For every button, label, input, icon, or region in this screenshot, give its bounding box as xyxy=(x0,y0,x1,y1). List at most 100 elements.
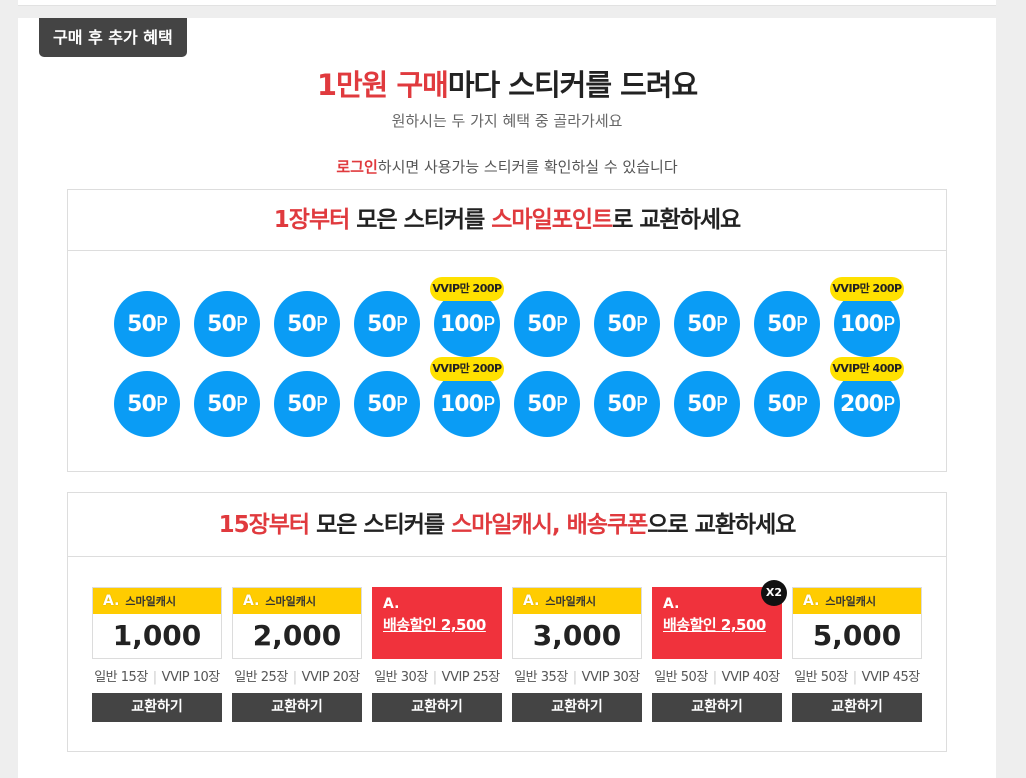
sticker-value: 50 xyxy=(367,392,397,417)
exchange-button[interactable]: 교환하기 xyxy=(512,693,642,722)
separator: | xyxy=(712,670,717,685)
shipping-discount-label: 배송할인 2,500 xyxy=(383,616,486,634)
normal-requirement: 일반 15장 xyxy=(94,670,148,685)
point-sticker[interactable]: 50P xyxy=(594,371,660,437)
point-sticker[interactable]: 100P VVIP만 200P xyxy=(830,277,904,357)
sticker-unit: P xyxy=(315,392,328,416)
sticker-unit: P xyxy=(235,392,248,416)
sticker-value: 100 xyxy=(840,312,884,337)
smile-cash-title: 15장부터 모은 스티커를 스마일캐시, 배송쿠폰으로 교환하세요 xyxy=(68,493,946,557)
point-sticker[interactable]: 50P xyxy=(354,371,420,437)
title-part: 스마일포인트 xyxy=(491,207,613,233)
sticker-unit: P xyxy=(395,392,408,416)
sticker-value: 50 xyxy=(687,392,717,417)
brand-logo-icon: A. xyxy=(663,596,680,612)
coupon-item: A. 배송할인 2,500 X2 일반 50장 | VVIP 40장 교환하기 xyxy=(652,580,787,722)
point-sticker[interactable]: 50P xyxy=(194,291,260,357)
title-part: 으로 교환하세요 xyxy=(647,512,796,538)
headline-rest: 마다 스티커를 드려요 xyxy=(447,68,698,102)
shipping-coupon-card: A. 배송할인 2,500 xyxy=(372,587,502,659)
normal-requirement: 일반 30장 xyxy=(374,670,428,685)
exchange-condition: 일반 35장 | VVIP 30장 xyxy=(512,666,642,685)
point-sticker[interactable]: 50P xyxy=(194,371,260,437)
sticker-value: 50 xyxy=(367,312,397,337)
point-sticker[interactable]: 50P xyxy=(274,291,340,357)
exchange-condition: 일반 50장 | VVIP 40장 xyxy=(652,666,782,685)
cash-label: 스마일캐시 xyxy=(265,595,317,608)
coupon-item: A. 스마일캐시 2,000 일반 25장 | VVIP 20장 교환하기 xyxy=(232,587,362,722)
sticker-value: 200 xyxy=(840,392,884,417)
exchange-button[interactable]: 교환하기 xyxy=(652,693,782,722)
vvip-requirement: VVIP 25장 xyxy=(441,670,501,685)
point-sticker[interactable]: 100P VVIP만 200P xyxy=(430,357,504,437)
sticker-value: 50 xyxy=(127,392,157,417)
exchange-button[interactable]: 교환하기 xyxy=(232,693,362,722)
sticker-unit: P xyxy=(315,312,328,336)
point-sticker[interactable]: 50P xyxy=(114,291,180,357)
exchange-condition: 일반 30장 | VVIP 25장 xyxy=(372,666,502,685)
cash-label: 스마일캐시 xyxy=(125,595,177,608)
login-link[interactable]: 로그인 xyxy=(336,158,378,176)
sticker-unit: P xyxy=(795,392,808,416)
point-sticker[interactable]: 200P VVIP만 400P xyxy=(830,357,904,437)
separator: | xyxy=(572,670,577,685)
card-header: A. 스마일캐시 xyxy=(513,588,641,614)
sticker-value: 50 xyxy=(287,392,317,417)
cash-amount: 1,000 xyxy=(112,619,202,652)
login-note: 로그인하시면 사용가능 스티커를 확인하실 수 있습니다 xyxy=(18,156,996,177)
point-sticker[interactable]: 50P xyxy=(674,291,740,357)
exchange-button[interactable]: 교환하기 xyxy=(372,693,502,722)
sticker-unit: P xyxy=(155,392,168,416)
sticker-value: 50 xyxy=(607,392,637,417)
point-sticker[interactable]: 50P xyxy=(354,291,420,357)
brand-logo-icon: A. xyxy=(803,593,820,609)
exchange-button[interactable]: 교환하기 xyxy=(92,693,222,722)
sticker-value: 100 xyxy=(440,312,484,337)
exchange-button[interactable]: 교환하기 xyxy=(792,693,922,722)
page-subtitle: 원하시는 두 가지 혜택 중 골라가세요 xyxy=(391,112,623,130)
cash-amount: 3,000 xyxy=(532,619,622,652)
brand-logo-icon: A. xyxy=(383,596,400,612)
point-sticker[interactable]: 50P xyxy=(674,371,740,437)
title-part: 15장부터 xyxy=(218,512,310,538)
coupon-item: A. 스마일캐시 1,000 일반 15장 | VVIP 10장 교환하기 xyxy=(92,587,222,722)
cash-amount: 2,000 xyxy=(252,619,342,652)
point-sticker[interactable]: 50P xyxy=(514,291,580,357)
cash-label: 스마일캐시 xyxy=(545,595,597,608)
page-title: 1만원 구매마다 스티커를 드려요 xyxy=(18,62,996,104)
vvip-badge: VVIP만 200P xyxy=(430,277,504,301)
point-sticker[interactable]: 50P xyxy=(594,291,660,357)
normal-requirement: 일반 50장 xyxy=(794,670,848,685)
vvip-badge: VVIP만 400P xyxy=(830,357,904,381)
sticker-value: 50 xyxy=(607,312,637,337)
sticker-unit: P xyxy=(635,392,648,416)
point-sticker[interactable]: 100P VVIP만 200P xyxy=(430,277,504,357)
sticker-unit: P xyxy=(482,392,495,416)
smile-cash-card: A. 스마일캐시 2,000 xyxy=(232,587,362,659)
normal-requirement: 일반 50장 xyxy=(654,670,708,685)
card-header: A. 스마일캐시 xyxy=(793,588,921,614)
benefit-panel: 구매 후 추가 혜택 1만원 구매마다 스티커를 드려요 원하시는 두 가지 혜… xyxy=(18,18,996,778)
cash-label: 스마일캐시 xyxy=(825,595,877,608)
normal-requirement: 일반 25장 xyxy=(234,670,288,685)
point-sticker[interactable]: 50P xyxy=(114,371,180,437)
sticker-unit: P xyxy=(882,312,895,336)
smile-cash-card: A. 스마일캐시 5,000 xyxy=(792,587,922,659)
point-sticker[interactable]: 50P xyxy=(274,371,340,437)
point-sticker[interactable]: 50P xyxy=(754,291,820,357)
sticker-value: 50 xyxy=(767,312,797,337)
point-sticker[interactable]: 50P xyxy=(754,371,820,437)
login-note-text: 하시면 사용가능 스티커를 확인하실 수 있습니다 xyxy=(377,158,678,176)
exchange-condition: 일반 50장 | VVIP 45장 xyxy=(792,666,922,685)
shipping-coupon-card: A. 배송할인 2,500 X2 xyxy=(652,580,787,659)
title-part: 로 교환하세요 xyxy=(612,207,741,233)
sticker-unit: P xyxy=(795,312,808,336)
point-sticker[interactable]: 50P xyxy=(514,371,580,437)
sticker-value: 50 xyxy=(527,312,557,337)
cash-amount: 5,000 xyxy=(812,619,902,652)
vvip-requirement: VVIP 20장 xyxy=(301,670,361,685)
vvip-requirement: VVIP 10장 xyxy=(161,670,221,685)
vvip-badge: VVIP만 200P xyxy=(430,357,504,381)
